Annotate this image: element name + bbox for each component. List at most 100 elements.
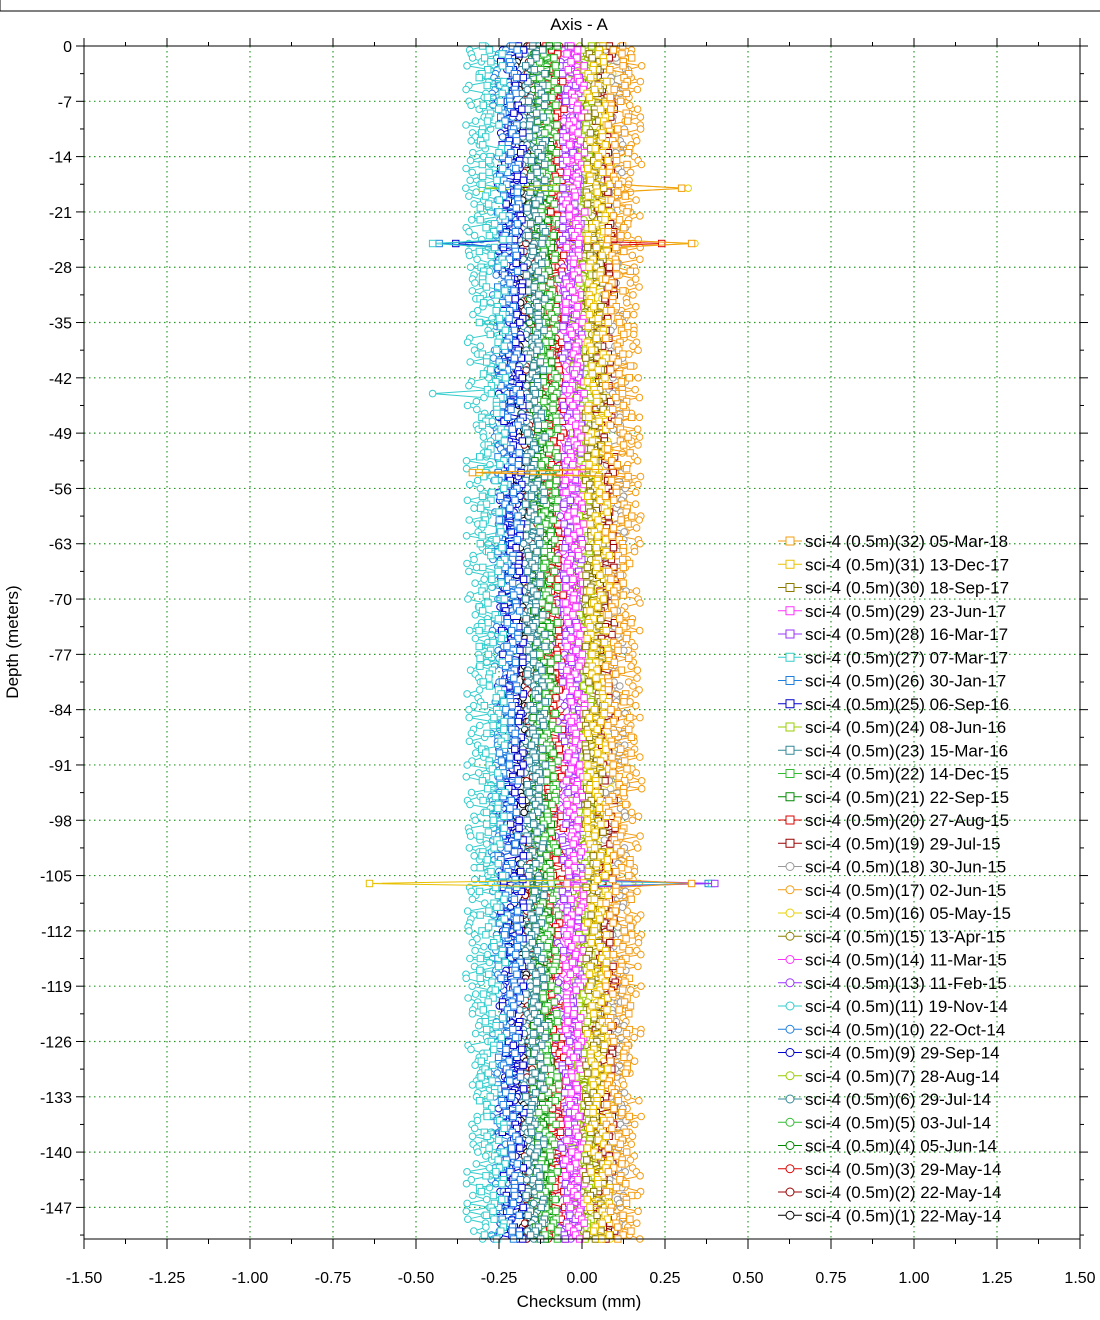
- data-point: [630, 642, 639, 651]
- data-point: [637, 160, 646, 169]
- data-point: [559, 954, 568, 963]
- data-point: [472, 397, 481, 406]
- data-point: [468, 1132, 477, 1141]
- data-point: [620, 528, 629, 536]
- data-point: [470, 200, 478, 208]
- data-point: [466, 800, 474, 809]
- data-point: [462, 532, 471, 540]
- data-point: [463, 690, 471, 698]
- data-point: [465, 516, 474, 524]
- data-point: [637, 1112, 646, 1121]
- data-point: [467, 216, 476, 224]
- data-point: [623, 299, 631, 307]
- data-point: [618, 903, 627, 912]
- data-point: [462, 164, 470, 173]
- data-point: [470, 555, 478, 564]
- data-point: [467, 729, 476, 738]
- data-point: [636, 212, 644, 220]
- data-point: [462, 773, 471, 781]
- data-point: [633, 666, 642, 675]
- data-point: [462, 121, 470, 129]
- data-point: [465, 381, 473, 390]
- data-point: [467, 101, 475, 110]
- data-point: [465, 626, 474, 635]
- data-point: [636, 125, 645, 133]
- data-point: [637, 982, 645, 991]
- data-point: [605, 263, 613, 271]
- data-point: [465, 192, 473, 200]
- data-point: [636, 832, 644, 840]
- data-point: [463, 401, 472, 410]
- data-point: [468, 287, 477, 295]
- data-point: [474, 769, 483, 777]
- data-point: [462, 1179, 471, 1188]
- data-point: [633, 105, 642, 113]
- data-point: [637, 62, 646, 70]
- data-point: [470, 1124, 479, 1133]
- data-point: [631, 385, 640, 394]
- data-point: [463, 761, 472, 769]
- data-point: [634, 441, 642, 449]
- data-point: [485, 1164, 494, 1172]
- data-point: [463, 338, 472, 347]
- data-point: [630, 310, 638, 319]
- data-point: [465, 844, 474, 852]
- data-point: [470, 231, 479, 240]
- data-point: [468, 54, 477, 62]
- data-point: [522, 1175, 531, 1184]
- data-point: [562, 982, 571, 991]
- data-point: [621, 812, 630, 821]
- data-point: [472, 1160, 481, 1168]
- data-point: [628, 816, 637, 825]
- data-point: [476, 342, 485, 351]
- data-point: [463, 1199, 472, 1208]
- data-point: [636, 599, 644, 607]
- data-point: [482, 1152, 490, 1160]
- data-point: [635, 433, 644, 441]
- data-point: [466, 176, 475, 185]
- data-point: [632, 302, 640, 311]
- data-point: [633, 85, 642, 94]
- data-point: [482, 1195, 491, 1204]
- data-point: [468, 168, 477, 177]
- data-point: [634, 962, 642, 971]
- data-point: [482, 1223, 490, 1231]
- data-point: [520, 1219, 529, 1227]
- data-point: [488, 417, 497, 426]
- data-point: [627, 1140, 636, 1148]
- data-point: [474, 1148, 482, 1156]
- data-point: [636, 243, 645, 252]
- data-point: [463, 907, 472, 915]
- data-point: [523, 381, 531, 390]
- data-point: [632, 587, 641, 595]
- data-point: [491, 1179, 500, 1188]
- data-point: [634, 812, 643, 821]
- data-point: [493, 1069, 502, 1077]
- data-point: [468, 1081, 477, 1089]
- data-point: [469, 148, 477, 157]
- data-point: [633, 457, 642, 465]
- data-point: [525, 1168, 534, 1176]
- data-point: [634, 1207, 642, 1216]
- data-point: [635, 393, 644, 402]
- data-point: [636, 713, 644, 722]
- data-point: [471, 946, 479, 955]
- data-point: [632, 524, 641, 532]
- data-point: [469, 310, 477, 319]
- data-point: [629, 682, 637, 690]
- data-point: [633, 425, 642, 434]
- data-point: [520, 808, 528, 817]
- data-point: [474, 1021, 483, 1030]
- data-point: [465, 737, 474, 746]
- data-point: [634, 938, 643, 947]
- data-point: [637, 784, 646, 793]
- data-point: [471, 1029, 480, 1038]
- data-point: [633, 887, 641, 896]
- data-point: [516, 299, 525, 307]
- data-point: [463, 559, 471, 568]
- data-point: [636, 255, 644, 264]
- data-point: [466, 832, 475, 840]
- data-point: [635, 626, 644, 635]
- data-point: [472, 563, 481, 572]
